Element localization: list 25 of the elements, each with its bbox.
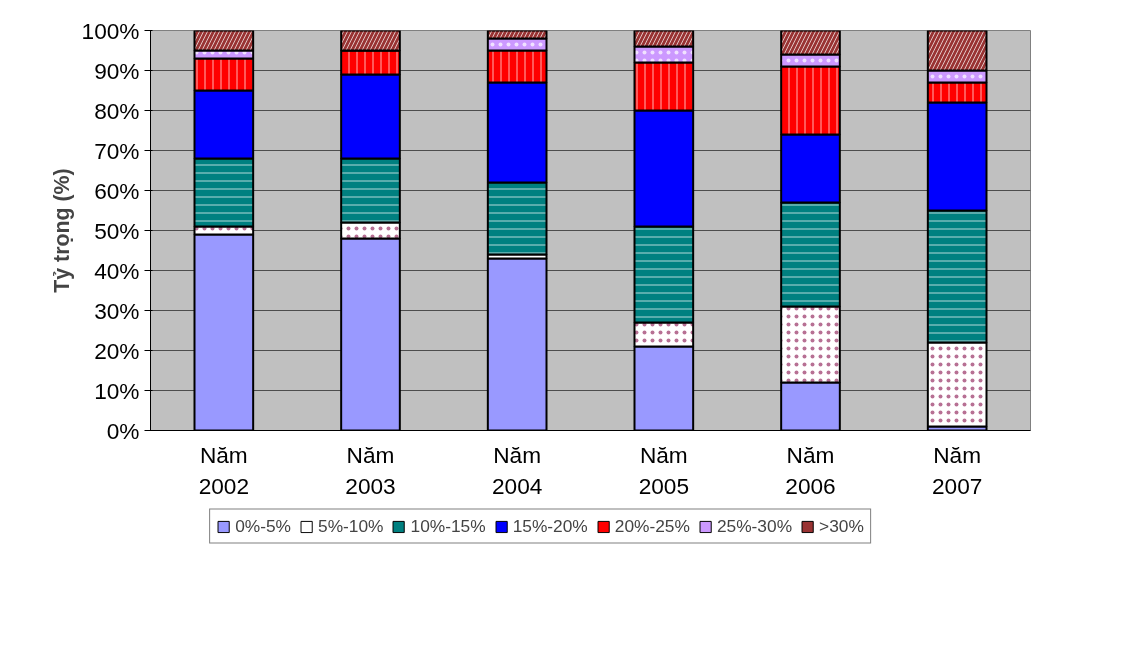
legend-label: 20%-25% [614, 515, 690, 537]
y-tick-label: 90% [94, 57, 140, 84]
x-tick-label: Năm 2004 [491, 441, 543, 499]
x-tick-label: Năm 2002 [198, 441, 250, 499]
legend-label: 5%-10% [318, 515, 384, 537]
legend-label: >30% [819, 515, 864, 537]
legend-label: 10%-15% [410, 515, 486, 537]
y-tick-label: 30% [94, 297, 140, 324]
x-tick-label: Năm 2005 [638, 441, 690, 499]
legend-label: 15%-20% [512, 515, 588, 537]
y-tick-label: 60% [94, 177, 140, 204]
y-tick-label: 70% [94, 137, 140, 164]
y-tick-label: 100% [81, 17, 140, 44]
x-tick-label: Năm 2007 [931, 441, 983, 499]
x-tick-label: Năm 2006 [785, 441, 836, 499]
y-axis-title: Tỷ trọng (%) [49, 168, 74, 293]
legend-label: 25%-30% [716, 515, 793, 537]
y-tick-label: 50% [94, 217, 140, 244]
y-tick-label: 80% [94, 97, 140, 124]
x-tick-label: Năm 2003 [345, 441, 396, 499]
legend-label: 0%-5% [235, 515, 291, 537]
y-tick-label: 10% [94, 377, 140, 404]
y-tick-label: 0% [106, 417, 140, 444]
y-tick-label: 20% [94, 337, 140, 364]
y-tick-label: 40% [94, 257, 140, 284]
